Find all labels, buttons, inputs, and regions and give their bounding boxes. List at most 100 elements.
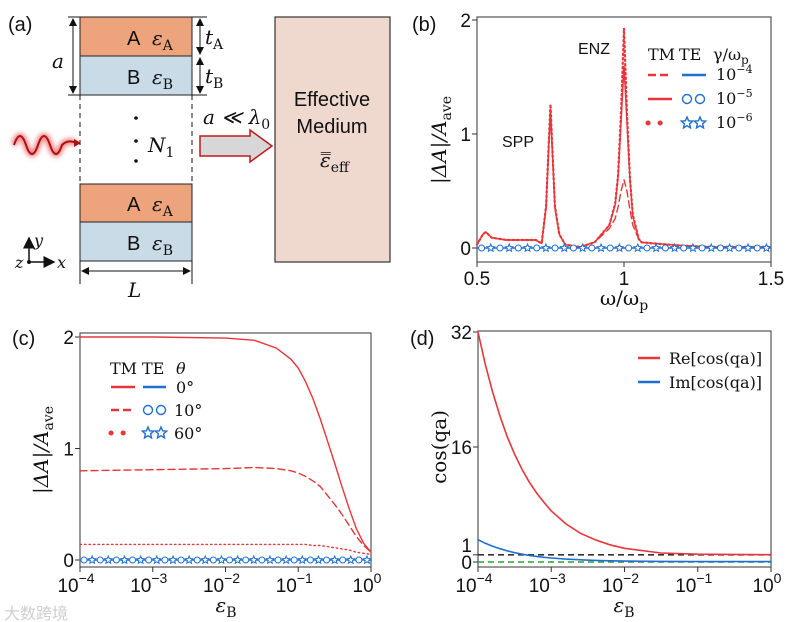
- legend-label: 60°: [174, 424, 202, 443]
- te-star-marker: [577, 242, 588, 253]
- te-circle-marker: [161, 556, 169, 564]
- period-label: a: [52, 49, 64, 73]
- te-circle-marker: [716, 244, 724, 252]
- legend-te-circle: [142, 404, 154, 416]
- te-star-marker: [313, 554, 324, 565]
- te-circle-marker: [735, 244, 743, 252]
- x-axis-label: εB: [215, 593, 236, 621]
- te-star-marker: [345, 554, 356, 565]
- legend-label-im: Im[cos(qa)]: [669, 373, 762, 392]
- te-circle-marker: [306, 556, 314, 564]
- legend-header-tm: TM: [648, 45, 675, 64]
- te-circle-marker: [193, 556, 201, 564]
- x-tick-label: 100: [353, 570, 382, 597]
- panel-label-a: (a): [8, 14, 32, 36]
- legend: TM TE θ 0° 10° 60°: [110, 359, 202, 443]
- layer-b-eps: εB: [152, 65, 173, 93]
- te-star-marker: [761, 242, 772, 253]
- legend-header-gamma: γ/ωp: [713, 45, 749, 67]
- te-circle-marker: [339, 556, 347, 564]
- legend-label: 10−5: [716, 87, 753, 108]
- te-star-marker: [135, 554, 146, 565]
- panel-label-d: (d): [410, 328, 434, 350]
- te-star-marker: [669, 242, 680, 253]
- te-circle-marker: [514, 244, 522, 252]
- te-star-marker: [485, 242, 496, 253]
- watermark: 大数跨境: [4, 604, 68, 622]
- annotation-spp: SPP: [502, 134, 534, 151]
- te-star-marker: [724, 242, 735, 253]
- legend-header-theta: θ: [176, 359, 186, 378]
- te-circle-marker: [496, 244, 504, 252]
- y-axis-label: |ΔA|/Aave: [29, 406, 57, 494]
- te-circle-marker: [96, 556, 104, 564]
- y-tick-label: 1: [460, 125, 471, 146]
- legend-header-tm: TM: [110, 359, 137, 378]
- te-star-marker: [362, 554, 373, 565]
- layer-b-bottom: [79, 221, 193, 262]
- te-star-marker: [522, 242, 533, 253]
- te-star-marker: [216, 554, 227, 565]
- te-circle-marker: [129, 556, 137, 564]
- legend-label: 0°: [176, 378, 194, 397]
- tm-series-line: [79, 466, 372, 553]
- te-star-marker: [540, 242, 551, 253]
- x-tick-label: 100: [753, 570, 782, 597]
- te-circle-marker: [290, 556, 298, 564]
- te-star-marker: [504, 242, 515, 253]
- legend-te-star: [153, 425, 169, 440]
- legend: TM TE γ/ωp 10−4 10−5 10−6: [648, 45, 753, 132]
- te-circle-marker: [753, 244, 761, 252]
- layer-a-name: A: [127, 28, 141, 50]
- tm-series-line: [79, 336, 372, 553]
- homogenization-arrow: [199, 128, 274, 164]
- medium-permittivity: ε̿eff: [320, 148, 350, 176]
- y-tick-label: 0: [461, 553, 472, 574]
- te-star-marker: [706, 242, 717, 253]
- annotation-enz: ENZ: [578, 41, 610, 58]
- layer-a-name: A: [127, 194, 141, 216]
- ellipsis-dot: [134, 116, 138, 120]
- y-tick-label: 16: [451, 438, 472, 459]
- te-circle-marker: [80, 556, 88, 564]
- te-star-marker: [687, 242, 698, 253]
- layer-a-eps: εA: [152, 26, 174, 54]
- axis-x-label: x: [57, 253, 66, 272]
- te-star-marker: [297, 554, 308, 565]
- panel-b-chart: (b) ω/ωp |ΔA|/Aave ENZ SPP TM TE γ/ωp 10…: [412, 11, 784, 314]
- ta-label: tA: [205, 25, 224, 53]
- te-circle-marker: [551, 244, 559, 252]
- te-star-marker: [248, 554, 259, 565]
- tm-series-line: [475, 27, 773, 249]
- layer-a-eps: εA: [152, 192, 174, 220]
- legend-te-star: [140, 425, 156, 440]
- legend-te-circle: [155, 404, 167, 416]
- series-blue: [477, 538, 772, 563]
- effective-medium-block: [274, 16, 391, 263]
- panel-label-c: (c): [12, 328, 35, 350]
- condition-label: a ≪ λ0: [203, 105, 270, 133]
- y-axis-label: |ΔA|/Aave: [427, 96, 455, 184]
- x-tick-label: 10−4: [57, 570, 94, 597]
- y-tick-label: 2: [63, 328, 74, 349]
- te-circle-marker: [661, 244, 669, 252]
- medium-title-line1: Effective: [294, 89, 370, 111]
- legend-te-star: [679, 115, 695, 130]
- x-tick-label: 10−2: [203, 570, 240, 597]
- legend-header-te: TE: [142, 359, 164, 378]
- axis-z-label: z: [14, 253, 24, 272]
- te-circle-marker: [226, 556, 234, 564]
- coordinate-axes-icon: y x z: [14, 231, 66, 272]
- layer-b-name: B: [127, 67, 140, 89]
- x-axis-label: εB: [613, 593, 634, 621]
- te-circle-marker: [323, 556, 331, 564]
- te-star-marker: [151, 554, 162, 565]
- te-star-marker: [651, 242, 662, 253]
- panel-label-b: (b): [412, 14, 436, 36]
- incident-wave-icon: [11, 133, 81, 157]
- te-star-marker: [103, 554, 114, 565]
- x-tick-label: 10−2: [602, 570, 639, 597]
- repeat-count-label: N1: [147, 133, 174, 161]
- te-star-marker: [632, 242, 643, 253]
